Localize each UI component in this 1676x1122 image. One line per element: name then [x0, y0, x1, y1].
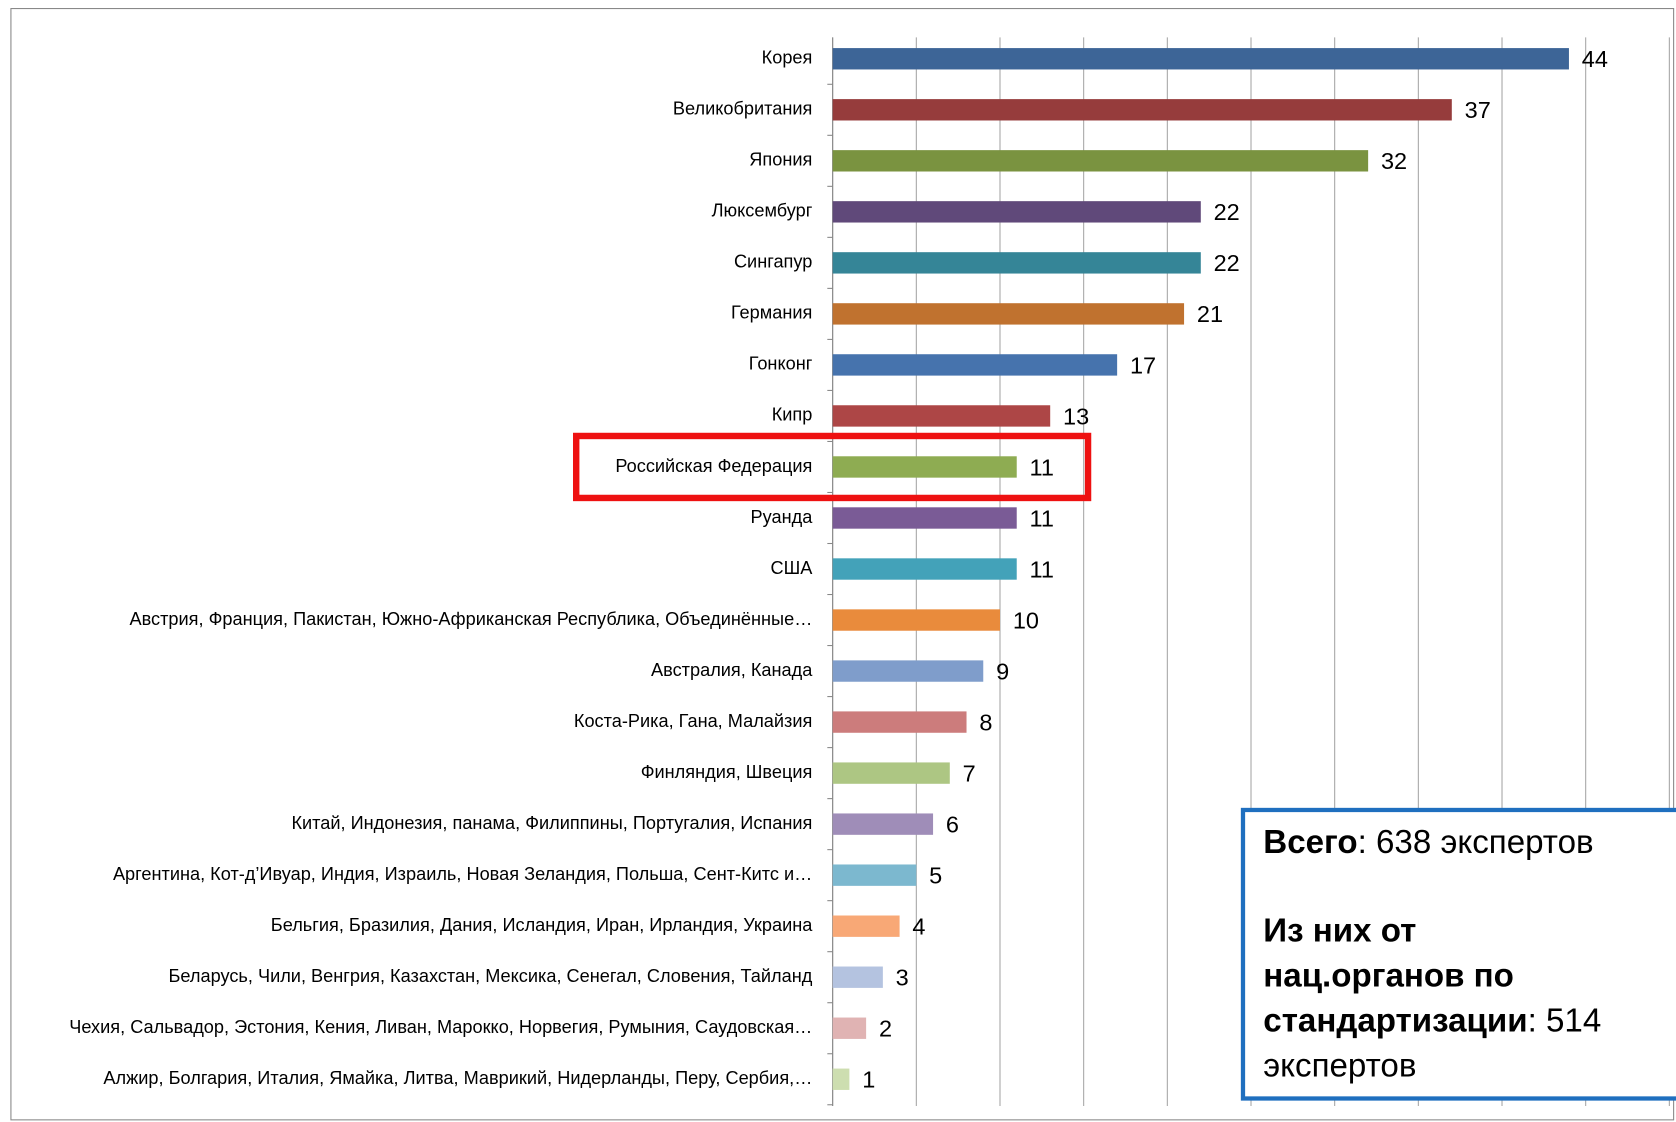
value-label: 11	[1030, 505, 1054, 531]
y-tick-label: Люксембург	[712, 201, 813, 221]
bar	[832, 864, 917, 886]
bar	[832, 966, 883, 988]
note-line: стандартизации: 514	[1263, 1002, 1601, 1039]
bar	[832, 660, 984, 682]
y-tick-label: Кипр	[772, 405, 813, 425]
value-label: 4	[912, 914, 925, 940]
value-label: 11	[1030, 454, 1054, 480]
y-tick-label: Китай, Индонезия, панама, Филиппины, Пор…	[291, 813, 812, 833]
y-tick-label: Гонконг	[749, 354, 813, 374]
value-label: 2	[879, 1016, 892, 1042]
value-label: 8	[979, 709, 992, 735]
value-label: 22	[1214, 199, 1240, 225]
note-value: : 514	[1528, 1002, 1602, 1039]
y-tick-label: Чехия, Сальвадор, Эстония, Кения, Ливан,…	[69, 1017, 812, 1037]
y-tick-label: США	[770, 558, 813, 578]
value-label: 44	[1582, 46, 1608, 72]
bar	[832, 48, 1569, 70]
value-label: 21	[1197, 301, 1223, 327]
bar	[832, 303, 1185, 325]
y-tick-label: Германия	[731, 303, 812, 323]
bar	[832, 762, 950, 784]
y-tick-label: Австралия, Канада	[651, 660, 813, 680]
y-tick-label: Япония	[749, 150, 812, 170]
note-total-text: : 638 экспертов	[1358, 824, 1594, 861]
y-tick-label: Бельгия, Бразилия, Дания, Исландия, Иран…	[271, 915, 813, 935]
y-tick-label: Корея	[762, 48, 813, 68]
bar	[832, 558, 1017, 580]
value-label: 37	[1465, 97, 1491, 123]
note-box: Всего: 638 экспертов Из них от нац.орган…	[1240, 807, 1676, 1101]
note-total: Всего: 638 экспертов	[1263, 824, 1593, 861]
value-label: 7	[963, 760, 976, 786]
value-label: 3	[896, 965, 909, 991]
note-line: Из них от	[1263, 913, 1416, 950]
bar	[832, 354, 1118, 376]
y-tick-label: Сингапур	[734, 252, 812, 272]
value-label: 6	[946, 811, 959, 837]
value-label: 1	[862, 1067, 875, 1093]
note-total-label: Всего	[1263, 824, 1357, 861]
note-tail: экспертов	[1263, 1047, 1416, 1084]
value-label: 5	[929, 863, 942, 889]
highlight-box	[572, 432, 1092, 502]
bar	[832, 507, 1017, 529]
bar	[832, 252, 1201, 274]
y-tick-label: Австрия, Франция, Пакистан, Южно-Африкан…	[129, 609, 812, 629]
note-frame	[1240, 807, 1676, 1101]
bar	[832, 1068, 850, 1090]
y-tick-label: Великобритания	[673, 99, 812, 119]
value-label: 17	[1130, 352, 1156, 378]
y-tick-label: Беларусь, Чили, Венгрия, Казахстан, Мекс…	[168, 966, 812, 986]
bar	[832, 1017, 867, 1039]
y-tick-label: Алжир, Болгария, Италия, Ямайка, Литва, …	[103, 1068, 812, 1088]
y-tick-label: Коста-Рика, Гана, Малайзия	[574, 711, 812, 731]
bar	[832, 813, 934, 835]
value-label: 11	[1030, 556, 1054, 582]
bar	[832, 150, 1369, 172]
y-tick-label: Руанда	[751, 507, 814, 527]
bar	[832, 711, 967, 733]
value-label: 22	[1214, 250, 1240, 276]
bar	[832, 609, 1000, 631]
bar	[832, 201, 1201, 223]
value-label: 32	[1381, 148, 1407, 174]
value-label: 10	[1013, 607, 1039, 633]
bar	[832, 405, 1051, 427]
y-tick-label: Российская Федерация	[615, 456, 812, 476]
y-tick-label: Аргентина, Кот-д’Ивуар, Индия, Израиль, …	[113, 864, 812, 884]
bar	[832, 915, 900, 937]
note-line: нац.органов по	[1263, 957, 1514, 994]
y-tick-label: Финляндия, Швеция	[641, 762, 813, 782]
value-label: 9	[996, 658, 1009, 684]
value-label: 13	[1063, 403, 1089, 429]
bar	[832, 99, 1452, 121]
note-line-bold: стандартизации	[1263, 1002, 1527, 1039]
bar	[832, 456, 1017, 478]
